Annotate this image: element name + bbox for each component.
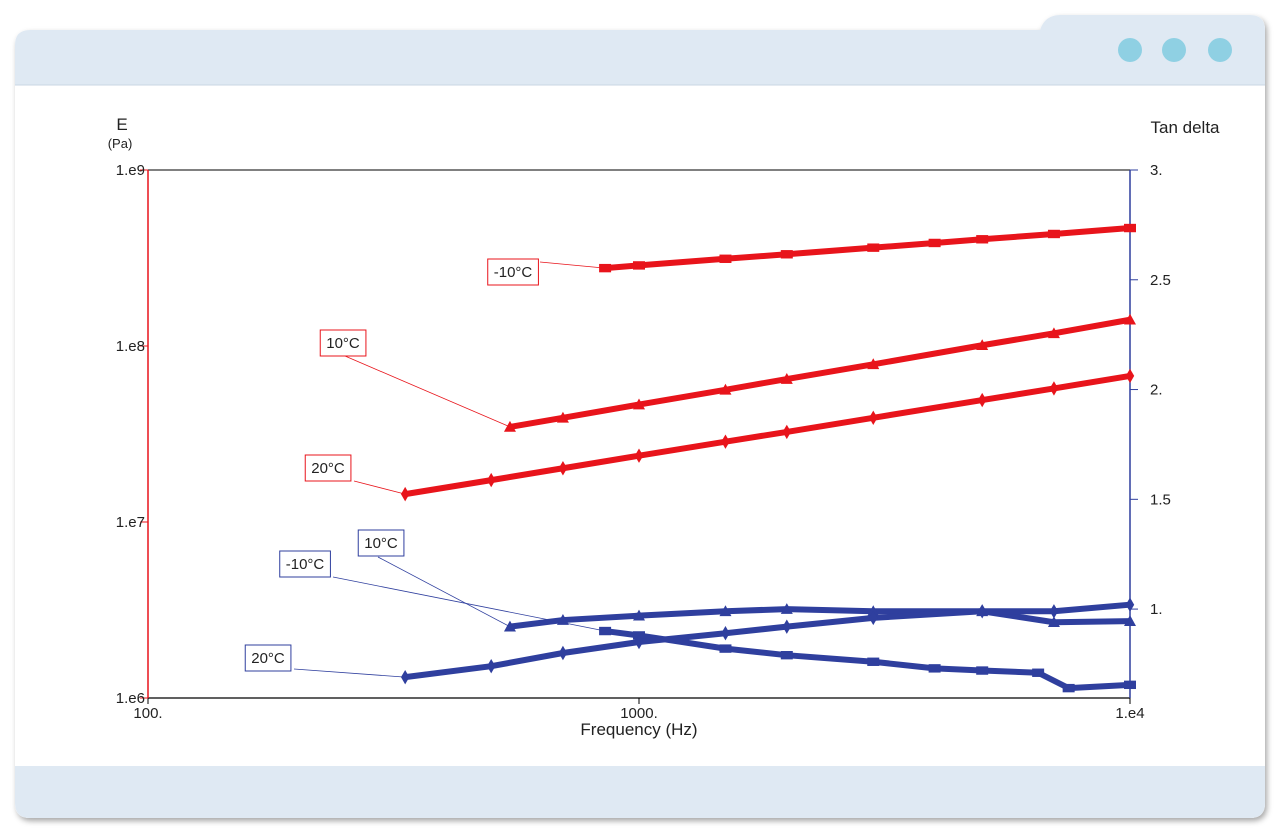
data-marker (1047, 327, 1060, 339)
data-marker (556, 614, 569, 625)
series-line (404, 372, 1131, 498)
data-marker (503, 420, 516, 432)
annotation-label: 10°C (364, 535, 398, 552)
x-tick-label: 100. (133, 705, 162, 722)
y2-tick-label: 1.5 (1150, 491, 1171, 508)
data-marker (1125, 368, 1135, 384)
annotation-label: 10°C (326, 335, 360, 352)
data-marker (1124, 680, 1136, 690)
data-marker (1125, 597, 1135, 612)
data-marker (633, 609, 645, 621)
data-marker (1049, 381, 1059, 396)
data-marker (556, 411, 569, 423)
data-marker (977, 392, 987, 408)
data-marker (928, 238, 941, 248)
data-marker (869, 610, 878, 626)
data-marker (719, 254, 732, 263)
data-marker (634, 448, 644, 463)
data-marker (1124, 615, 1136, 626)
y-tick-label: 1.e7 (116, 514, 145, 531)
plot: E (Pa) Tan delta Frequency (Hz) (108, 115, 1220, 739)
data-marker (634, 634, 644, 650)
data-marker (869, 410, 878, 425)
y-tick-label: 1.e9 (116, 162, 145, 179)
data-marker (928, 664, 941, 673)
series-line (404, 601, 1131, 681)
data-marker (976, 339, 989, 351)
data-marker (1047, 229, 1060, 239)
data-marker (1049, 604, 1059, 619)
data-marker (1062, 683, 1075, 693)
y-axis-title: E (116, 115, 127, 134)
data-marker (782, 619, 792, 634)
data-marker (719, 644, 732, 653)
annotation-box (304, 454, 352, 482)
data-marker (486, 472, 496, 488)
annotation-leader (353, 480, 406, 495)
annotation-label: 20°C (311, 460, 345, 477)
window-dot[interactable] (1162, 38, 1186, 62)
annotation-box (279, 550, 331, 578)
data-marker (782, 424, 792, 440)
data-marker (503, 620, 516, 632)
y2-tick-label: 3. (1150, 162, 1163, 179)
y-axis-unit: (Pa) (108, 136, 133, 151)
annotation-box (319, 329, 367, 357)
data-marker (633, 398, 645, 410)
window-footer (15, 766, 1265, 818)
data-marker (1047, 616, 1060, 628)
data-marker (867, 657, 880, 666)
data-marker (867, 358, 880, 370)
annotation-box (487, 258, 539, 286)
data-marker (719, 605, 732, 617)
annotation-leader (377, 556, 511, 628)
data-marker (976, 666, 989, 675)
y2-axis-title: Tan delta (1151, 118, 1221, 137)
data-marker (1032, 668, 1045, 677)
data-marker (976, 235, 989, 244)
annotation-label: -10°C (286, 556, 325, 573)
annotation-leader (539, 261, 606, 269)
data-marker (780, 250, 793, 259)
data-marker (867, 243, 880, 252)
data-marker (1124, 313, 1136, 325)
data-marker (977, 604, 987, 619)
y2-tick-label: 2.5 (1150, 272, 1171, 289)
data-marker (780, 603, 793, 614)
data-marker (486, 658, 496, 674)
annotation-leader (293, 668, 406, 678)
y-tick-label: 1.e8 (116, 338, 145, 355)
annotation-label: 20°C (251, 650, 285, 667)
annotation-box (244, 644, 292, 672)
annotation-label: -10°C (494, 264, 533, 281)
window-dot[interactable] (1118, 38, 1142, 62)
data-marker (719, 383, 732, 395)
window-dot[interactable] (1208, 38, 1232, 62)
data-marker (780, 650, 793, 660)
data-marker (721, 626, 730, 641)
data-marker (633, 261, 645, 270)
window-frame (15, 15, 1265, 818)
x-tick-label: 1.e4 (1115, 705, 1144, 722)
data-marker (558, 645, 568, 661)
annotation-box (357, 529, 405, 557)
x-axis-title: Frequency (Hz) (580, 720, 697, 739)
y-tick-label: 1.e6 (116, 690, 145, 707)
annotation-leader (344, 355, 511, 428)
data-marker (721, 434, 730, 449)
data-marker (558, 461, 568, 476)
y2-tick-label: 1. (1150, 601, 1163, 618)
data-marker (780, 373, 793, 384)
x-tick-label: 1000. (620, 705, 658, 722)
window-header (15, 15, 1265, 85)
series-line (604, 628, 1131, 692)
data-marker (1124, 223, 1136, 233)
y2-tick-label: 2. (1150, 382, 1163, 399)
